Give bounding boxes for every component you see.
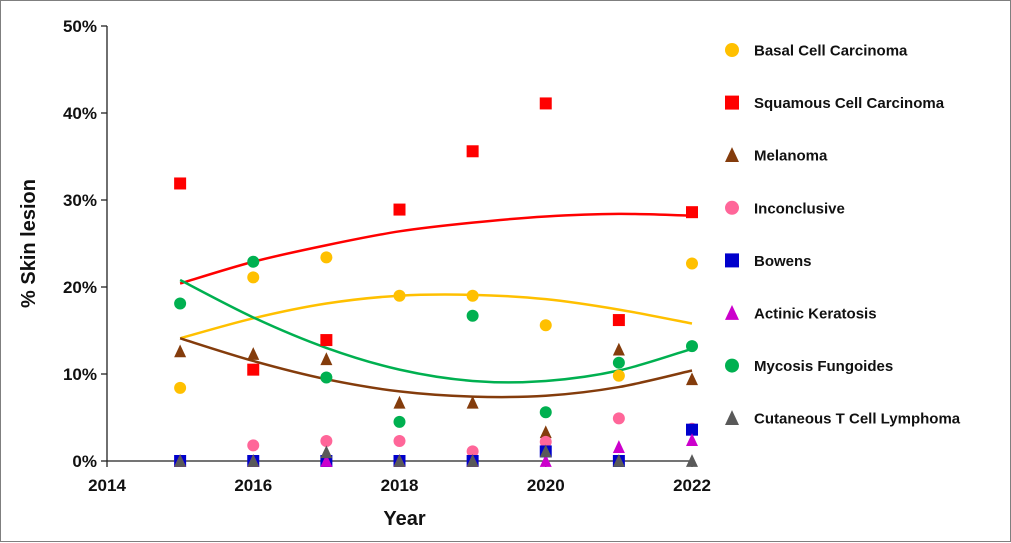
point-melanoma (247, 347, 260, 360)
y-tick-label: 0% (72, 452, 97, 471)
point-squamous-cell-carcinoma (174, 177, 187, 190)
point-basal-cell-carcinoma (539, 319, 552, 332)
legend-label-melanoma: Melanoma (754, 148, 828, 165)
point-melanoma (174, 344, 187, 358)
trendline-squamous-cell-carcinoma (179, 212, 693, 285)
point-basal-cell-carcinoma (686, 257, 698, 270)
x-axis-title: Year (383, 508, 425, 530)
point-mycosis-fungoides (686, 340, 698, 353)
point-cutaneous-t-cell-lymphoma (247, 454, 260, 467)
point-inconclusive (612, 412, 625, 425)
point-cutaneous-t-cell-lymphoma (612, 454, 625, 467)
x-tick-label: 2022 (673, 476, 711, 495)
point-actinic-keratosis (612, 440, 625, 453)
point-cutaneous-t-cell-lymphoma (686, 454, 698, 467)
point-cutaneous-t-cell-lymphoma (320, 445, 333, 459)
legend-label-actinic-keratosis: Actinic Keratosis (754, 306, 877, 323)
legend-label-inconclusive: Inconclusive (754, 200, 845, 217)
point-actinic-keratosis (320, 454, 333, 467)
x-tick-label: 2016 (234, 476, 272, 495)
point-melanoma (612, 342, 625, 356)
point-actinic-keratosis (686, 433, 698, 446)
legend: Basal Cell Carcinoma Squamous Cell Carcin… (725, 43, 961, 428)
legend-marker-mycosis-fungoides (725, 358, 739, 373)
point-basal-cell-carcinoma (320, 251, 333, 264)
plot-area: 0% 10% 20% 30% 40% 50% 2014 2016 2018 2020 2022 Yea… (18, 17, 711, 530)
point-inconclusive (539, 435, 552, 448)
legend-label-squamous-cell-carcinoma: Squamous Cell Carcinoma (754, 95, 945, 112)
point-cutaneous-t-cell-lymphoma (539, 444, 552, 458)
point-basal-cell-carcinoma (612, 369, 625, 382)
point-melanoma (686, 372, 698, 386)
y-tick-label: 10% (63, 365, 97, 384)
y-axis-title: % Skin lesion (18, 179, 40, 308)
point-cutaneous-t-cell-lymphoma (174, 454, 187, 467)
legend-marker-basal-cell-carcinoma (725, 43, 739, 57)
point-squamous-cell-carcinoma (247, 363, 260, 376)
point-basal-cell-carcinoma (393, 289, 406, 302)
point-inconclusive (320, 434, 333, 447)
point-bowens (686, 423, 698, 436)
legend-marker-cutaneous-t-cell-lymphoma (725, 410, 739, 426)
x-tick-label: 2018 (381, 476, 419, 495)
point-mycosis-fungoides (466, 309, 479, 322)
legend-marker-bowens (725, 253, 739, 268)
x-tick-label: 2020 (527, 476, 565, 495)
trendline-basal-cell-carcinoma (179, 293, 693, 340)
point-melanoma (320, 352, 333, 366)
point-actinic-keratosis (539, 454, 552, 467)
point-squamous-cell-carcinoma (466, 145, 479, 158)
trendline-mycosis-fungoides (179, 278, 693, 384)
point-squamous-cell-carcinoma (320, 334, 333, 347)
point-squamous-cell-carcinoma (393, 203, 406, 216)
legend-marker-squamous-cell-carcinoma (725, 95, 739, 110)
point-basal-cell-carcinoma (174, 381, 187, 394)
point-inconclusive (247, 439, 260, 452)
point-mycosis-fungoides (174, 297, 187, 310)
legend-label-mycosis-fungoides: Mycosis Fungoides (754, 358, 893, 375)
point-mycosis-fungoides (247, 255, 260, 268)
point-mycosis-fungoides (539, 406, 552, 419)
point-melanoma (393, 395, 406, 409)
legend-label-bowens: Bowens (754, 253, 812, 270)
legend-marker-inconclusive (725, 200, 739, 215)
point-cutaneous-t-cell-lymphoma (466, 454, 479, 467)
y-tick-label: 30% (63, 191, 97, 210)
legend-marker-melanoma (725, 147, 739, 163)
y-tick-label: 40% (63, 104, 97, 123)
point-basal-cell-carcinoma (466, 289, 479, 302)
point-mycosis-fungoides (393, 415, 406, 428)
point-squamous-cell-carcinoma (539, 97, 552, 110)
point-inconclusive (393, 434, 406, 447)
y-tick-label: 50% (63, 17, 97, 36)
trendline-melanoma (179, 337, 693, 399)
legend-label-cutaneous-t-cell-lymphoma: Cutaneous T Cell Lymphoma (754, 411, 961, 428)
x-tick-label: 2014 (88, 476, 126, 495)
point-mycosis-fungoides (612, 356, 625, 369)
point-inconclusive (466, 445, 479, 458)
point-cutaneous-t-cell-lymphoma (393, 454, 406, 467)
y-tick-label: 20% (63, 278, 97, 297)
point-squamous-cell-carcinoma (612, 314, 625, 327)
legend-marker-actinic-keratosis (725, 304, 739, 320)
point-melanoma (539, 425, 552, 439)
point-melanoma (466, 395, 479, 409)
legend-label-basal-cell-carcinoma: Basal Cell Carcinoma (754, 43, 908, 60)
point-basal-cell-carcinoma (247, 271, 260, 284)
point-squamous-cell-carcinoma (686, 206, 698, 219)
point-mycosis-fungoides (320, 371, 333, 384)
